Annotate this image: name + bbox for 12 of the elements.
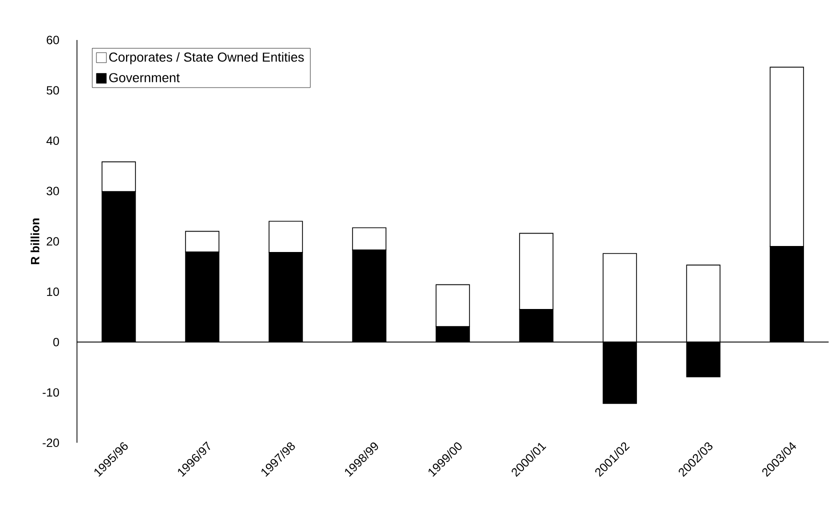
y-axis-title: R billion [30,218,40,264]
y-tick-label: 20 [46,237,59,246]
y-tick-label: 40 [46,136,59,146]
y-tick-label: -10 [42,388,59,397]
legend-label: Corporates / State Owned Entities [109,52,304,64]
y-tick-label: -20 [42,438,59,448]
y-tick-label: 60 [46,36,59,44]
legend-label: Government [109,73,180,82]
y-tick-label: 50 [46,86,59,95]
y-tick-label: 10 [47,288,59,296]
y-tick-label: 0 [53,338,59,346]
y-tick-label: 30 [46,186,59,196]
